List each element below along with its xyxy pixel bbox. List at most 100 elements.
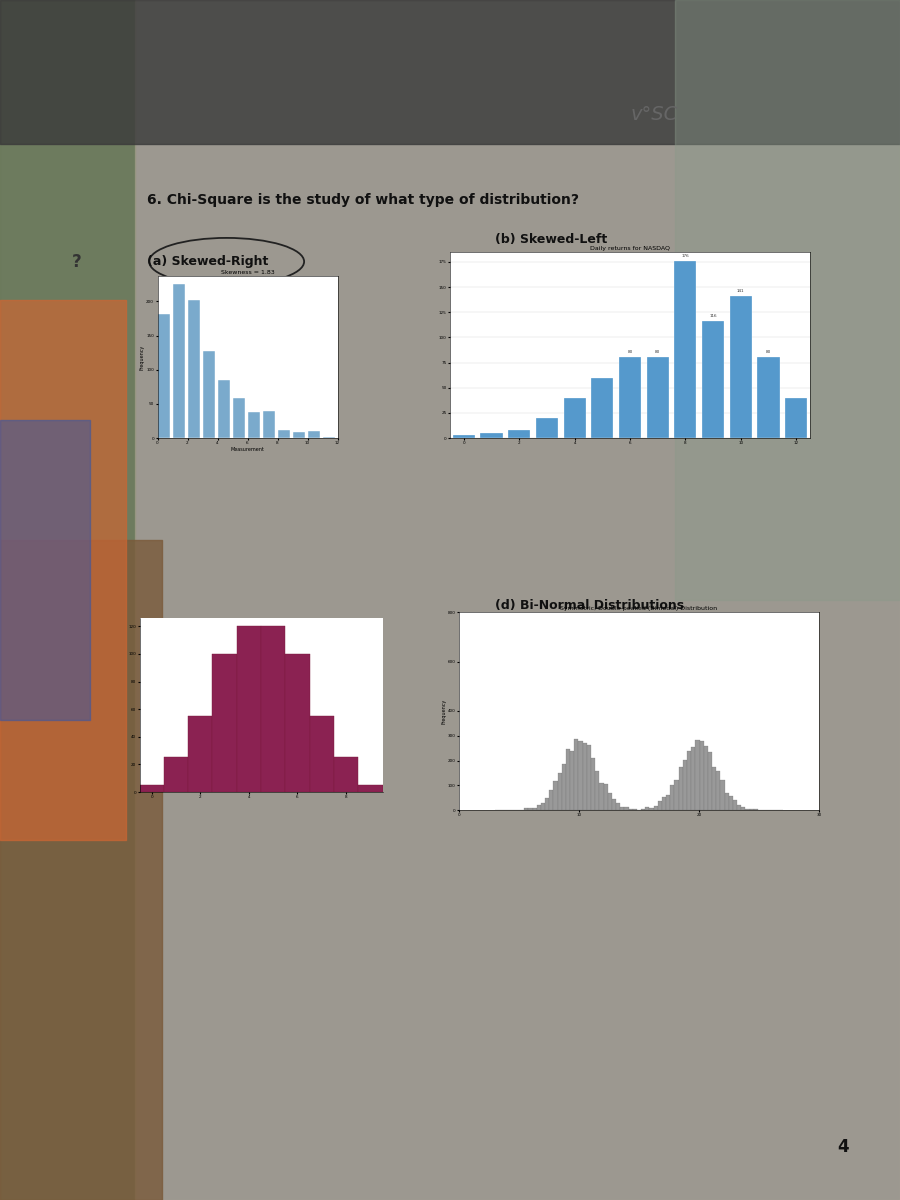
Bar: [674, 260, 697, 438]
Text: ?: ?: [72, 252, 81, 270]
Bar: [541, 803, 545, 810]
Text: 116: 116: [709, 314, 717, 318]
Text: 6. Chi-Square is the study of what type of distribution?: 6. Chi-Square is the study of what type …: [148, 192, 580, 206]
Bar: [666, 794, 670, 810]
Text: 80: 80: [627, 350, 633, 354]
Bar: [292, 432, 305, 438]
Bar: [733, 800, 737, 810]
Bar: [570, 751, 574, 810]
Bar: [554, 781, 558, 810]
Bar: [536, 805, 541, 810]
Bar: [545, 798, 549, 810]
Bar: [549, 790, 554, 810]
Bar: [625, 808, 628, 810]
Bar: [699, 740, 704, 810]
Bar: [285, 654, 310, 792]
Bar: [563, 397, 586, 438]
Bar: [708, 752, 712, 810]
Bar: [646, 358, 669, 438]
Bar: [508, 430, 530, 438]
Bar: [658, 800, 662, 810]
Bar: [608, 793, 612, 810]
Bar: [358, 785, 382, 792]
Y-axis label: Frequency: Frequency: [140, 344, 145, 370]
Bar: [662, 797, 666, 810]
Bar: [595, 770, 599, 810]
Text: v°SC: v°SC: [631, 106, 679, 125]
Bar: [754, 809, 758, 810]
Bar: [202, 350, 215, 438]
Bar: [582, 743, 587, 810]
Bar: [670, 785, 674, 810]
Bar: [237, 626, 261, 792]
Bar: [558, 773, 562, 810]
Bar: [599, 782, 604, 810]
Bar: [604, 785, 608, 810]
Bar: [729, 797, 733, 810]
Bar: [248, 412, 260, 438]
Bar: [724, 793, 729, 810]
Bar: [691, 748, 696, 810]
Bar: [620, 806, 625, 810]
Text: (d) Bi-Normal Distributions: (d) Bi-Normal Distributions: [495, 599, 684, 612]
Y-axis label: Frequency: Frequency: [441, 698, 446, 724]
Bar: [687, 751, 691, 810]
Bar: [712, 767, 716, 810]
Bar: [334, 757, 358, 792]
Bar: [716, 772, 720, 810]
Bar: [785, 397, 807, 438]
Bar: [616, 803, 620, 810]
Bar: [591, 758, 595, 810]
Bar: [528, 808, 533, 810]
Bar: [702, 322, 724, 438]
Text: 176: 176: [681, 254, 689, 258]
Bar: [218, 380, 230, 438]
Bar: [277, 430, 290, 438]
Bar: [164, 757, 188, 792]
Bar: [574, 739, 579, 810]
Title: Skewness = 1.83: Skewness = 1.83: [220, 270, 274, 275]
Bar: [750, 809, 754, 810]
Text: (c) Normal Distribution: (c) Normal Distribution: [148, 622, 309, 635]
Text: 80: 80: [655, 350, 661, 354]
Bar: [232, 397, 245, 438]
Title: Symmetric, Double-peaked (Bimodal) Distribution: Symmetric, Double-peaked (Bimodal) Distr…: [561, 606, 717, 611]
Bar: [587, 745, 591, 810]
Bar: [533, 808, 536, 810]
Bar: [261, 626, 285, 792]
Bar: [696, 740, 699, 810]
Bar: [683, 760, 687, 810]
Bar: [704, 746, 708, 810]
Bar: [536, 418, 558, 438]
Bar: [173, 283, 185, 438]
Text: (b) Skewed-Left: (b) Skewed-Left: [495, 233, 608, 246]
Bar: [653, 805, 658, 810]
Bar: [188, 716, 212, 792]
Bar: [619, 358, 641, 438]
Bar: [650, 808, 653, 810]
Text: (a) Skewed-Right: (a) Skewed-Right: [148, 256, 268, 268]
Bar: [720, 780, 724, 810]
Bar: [737, 805, 742, 810]
Bar: [591, 378, 614, 438]
Bar: [308, 431, 320, 438]
Bar: [322, 437, 335, 438]
Text: 4: 4: [837, 1138, 849, 1156]
Bar: [612, 799, 616, 810]
Bar: [730, 296, 752, 438]
Bar: [453, 434, 475, 438]
Text: 80: 80: [766, 350, 771, 354]
Title: Daily returns for NASDAQ: Daily returns for NASDAQ: [590, 246, 670, 251]
Bar: [310, 716, 334, 792]
Bar: [579, 742, 582, 810]
Bar: [566, 749, 570, 810]
Bar: [758, 358, 779, 438]
Bar: [562, 763, 566, 810]
Bar: [263, 412, 275, 438]
X-axis label: Measurement: Measurement: [230, 446, 265, 452]
Text: 141: 141: [737, 289, 744, 293]
Bar: [679, 767, 683, 810]
Bar: [524, 809, 528, 810]
Bar: [481, 433, 502, 438]
Bar: [212, 654, 237, 792]
